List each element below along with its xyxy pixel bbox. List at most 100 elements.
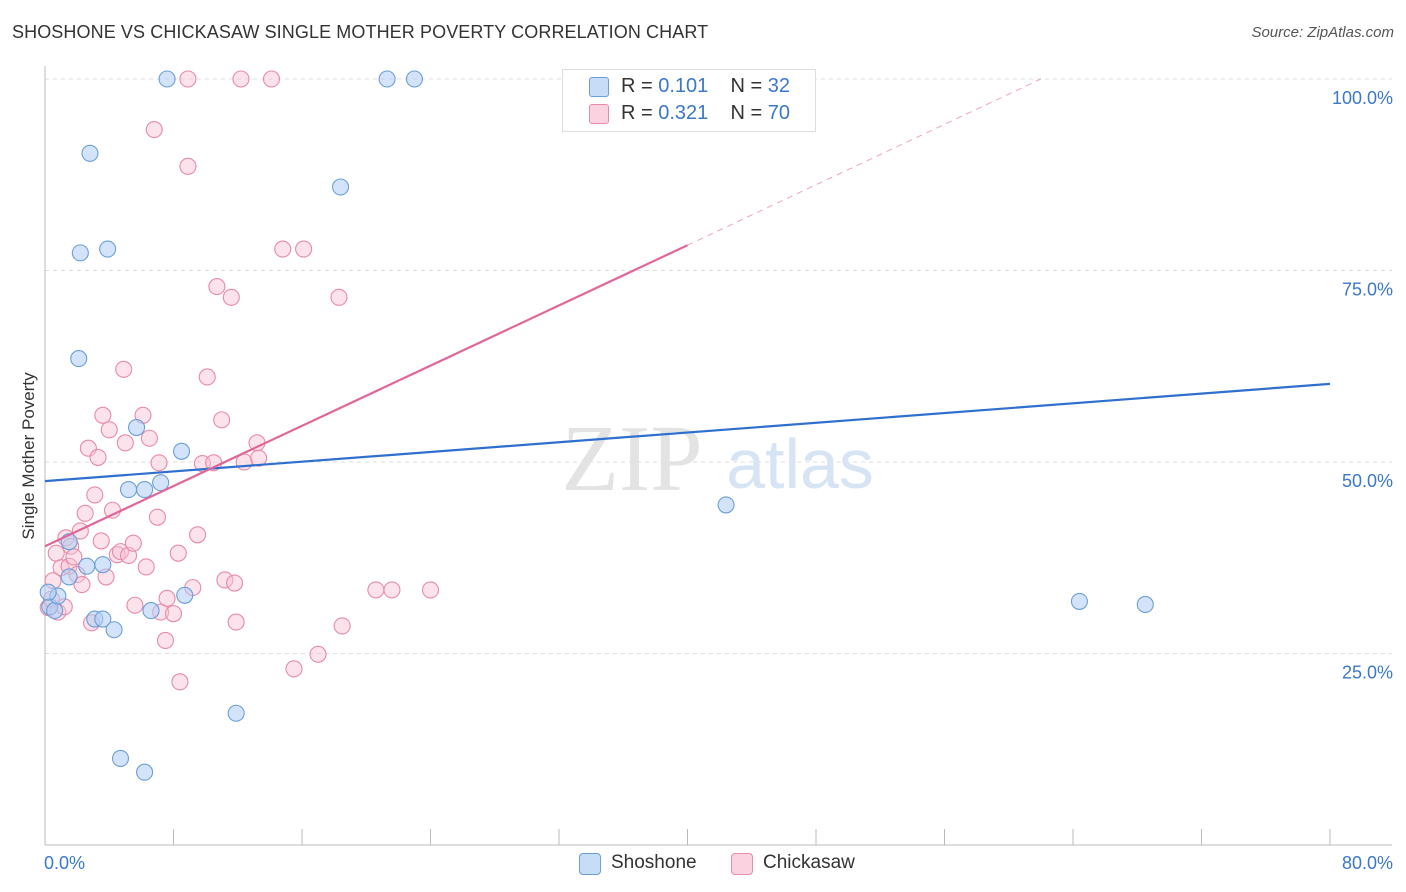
chickasaw-point-18 (89, 448, 107, 466)
shoshone-point-15 (119, 481, 138, 499)
chickasaw-point-67 (367, 581, 385, 599)
chickasaw-point-68 (383, 581, 401, 599)
shoshone-point-18 (136, 481, 154, 499)
watermark-atlas: atlas (726, 425, 874, 503)
chickasaw-point-60 (262, 70, 281, 88)
shoshone-point-23 (176, 586, 194, 604)
chickasaw-point-22 (100, 421, 118, 439)
chickasaw-point-62 (285, 660, 303, 678)
chickasaw-point-64 (309, 645, 327, 663)
grid (45, 78, 1392, 654)
stats-legend: R = 0.101 N = 32 R = 0.321 N = 70 (562, 69, 816, 132)
chickasaw-point-50 (208, 278, 226, 296)
chickasaw-point-13 (73, 576, 91, 594)
shoshone-point-4 (60, 568, 78, 586)
x-tick-label-max: 80.0% (1342, 853, 1393, 873)
axes (44, 66, 1392, 846)
shoshone-point-26 (378, 70, 396, 88)
chickasaw-n-label: N = (730, 102, 763, 124)
shoshone-r-label: R = (621, 75, 653, 97)
shoshone-point-17 (136, 763, 154, 781)
legend-shoshone-label: Shoshone (611, 852, 697, 873)
shoshone-point-30 (1136, 595, 1154, 614)
chickasaw-point-17 (86, 486, 104, 504)
y-tick-label-1: 50.0% (1342, 471, 1393, 491)
chickasaw-points (39, 70, 440, 691)
chickasaw-point-27 (116, 434, 134, 452)
chickasaw-point-43 (179, 157, 197, 175)
chickasaw-point-55 (227, 613, 245, 631)
shoshone-point-24 (227, 704, 245, 722)
chart-title: SHOSHONE VS CHICKASAW SINGLE MOTHER POVE… (12, 22, 709, 42)
chickasaw-point-44 (179, 70, 197, 88)
chickasaw-n-value: 70 (767, 102, 791, 124)
legend-chickasaw-label: Chickasaw (763, 852, 855, 873)
shoshone-point-22 (172, 442, 191, 460)
chickasaw-point-54 (225, 574, 244, 592)
x-tick-label-min: 0.0% (44, 853, 85, 873)
chickasaw-point-38 (156, 631, 175, 650)
chickasaw-point-48 (198, 368, 216, 386)
chickasaw-point-69 (421, 581, 440, 599)
shoshone-point-16 (128, 418, 146, 437)
axis-labels: 25.0% 50.0% 75.0% 100.0% 0.0% 80.0% Single Mot… (19, 88, 1393, 873)
chickasaw-point-36 (150, 454, 168, 472)
chickasaw-point-35 (148, 508, 166, 526)
shoshone-point-7 (78, 557, 96, 575)
y-tick-label-0: 25.0% (1342, 663, 1393, 683)
series-legend: Shoshone Chickasaw (0, 851, 1406, 877)
chickasaw-point-33 (140, 429, 158, 447)
chickasaw-point-46 (189, 526, 207, 544)
trend-lines (44, 78, 1331, 548)
shoshone-point-19 (142, 602, 160, 620)
y-tick-label-2: 75.0% (1342, 280, 1393, 300)
chickasaw-point-56 (232, 70, 250, 88)
source-label: Source: ZipAtlas.com (1251, 24, 1394, 41)
shoshone-point-13 (105, 621, 123, 639)
watermark: ZIP atlas (562, 407, 874, 511)
chickasaw-point-42 (171, 673, 189, 691)
y-axis-title: Single Mother Poverty (19, 372, 38, 540)
y-tick-label-3: 100.0% (1332, 88, 1393, 108)
shoshone-swatch (589, 77, 609, 97)
shoshone-point-5 (70, 350, 88, 368)
chickasaw-point-66 (333, 617, 351, 635)
chickasaw-point-40 (164, 605, 183, 623)
shoshone-point-8 (81, 144, 99, 162)
shoshone-point-1 (46, 602, 64, 620)
legend-shoshone-swatch (579, 853, 601, 875)
chickasaw-point-41 (169, 544, 187, 562)
chickasaw-point-10 (65, 548, 83, 566)
chickasaw-point-51 (213, 411, 231, 429)
chickasaw-point-53 (222, 288, 240, 306)
chickasaw-point-29 (124, 534, 142, 552)
shoshone-trend-line (44, 382, 1331, 483)
shoshone-point-6 (71, 244, 89, 262)
shoshone-n-value: 32 (767, 75, 791, 97)
shoshone-r-value: 0.101 (658, 75, 709, 97)
chickasaw-point-63 (295, 240, 313, 258)
shoshone-point-31 (39, 583, 57, 601)
chickasaw-point-30 (126, 596, 144, 614)
chickasaw-trend-line (44, 244, 688, 548)
chickasaw-point-59 (250, 449, 268, 467)
shoshone-point-20 (152, 474, 170, 492)
chickasaw-r-label: R = (621, 102, 653, 124)
shoshone-point-29 (1070, 592, 1088, 610)
chickasaw-swatch (589, 104, 609, 124)
chickasaw-point-32 (137, 558, 155, 576)
chickasaw-point-3 (47, 544, 65, 562)
legend-chickasaw-swatch (731, 853, 753, 875)
chickasaw-point-26 (115, 360, 133, 378)
chickasaw-point-20 (94, 406, 112, 424)
chickasaw-point-25 (111, 543, 130, 561)
chickasaw-r-value: 0.321 (658, 102, 709, 124)
chickasaw-point-61 (274, 240, 292, 258)
chickasaw-point-65 (330, 288, 348, 306)
shoshone-point-11 (94, 610, 112, 628)
shoshone-point-14 (111, 749, 130, 767)
chickasaw-point-52 (216, 571, 234, 589)
chickasaw-point-14 (76, 504, 94, 522)
watermark-zip: ZIP (562, 407, 703, 511)
